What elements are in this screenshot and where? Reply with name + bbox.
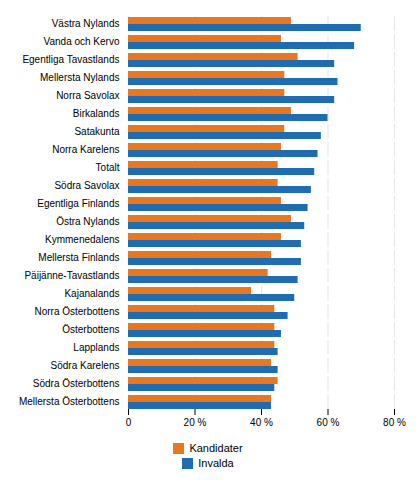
html-text:Kandidater: Kandidater xyxy=(189,442,243,454)
svg-text:80 %: 80 % xyxy=(383,417,406,428)
svg-text:Östra Nylands: Östra Nylands xyxy=(56,216,119,227)
svg-text:Västra Nylands: Västra Nylands xyxy=(52,18,120,29)
svg-text:Södra Karelens: Södra Karelens xyxy=(51,360,120,371)
svg-text:Norra Karelens: Norra Karelens xyxy=(52,144,119,155)
svg-text:0: 0 xyxy=(126,417,132,428)
svg-text:Södra Savolax: Södra Savolax xyxy=(54,180,119,191)
svg-text:Kymmenedalens: Kymmenedalens xyxy=(45,234,119,245)
svg-text:Birkalands: Birkalands xyxy=(73,108,120,119)
svg-text:Totalt: Totalt xyxy=(96,162,120,173)
svg-text:20 %: 20 % xyxy=(184,417,207,428)
svg-text:Mellersta Nylands: Mellersta Nylands xyxy=(40,72,119,83)
svg-text:Norra Österbottens: Norra Österbottens xyxy=(34,306,119,317)
svg-text:Egentliga Tavastlands: Egentliga Tavastlands xyxy=(22,54,119,65)
svg-text:Södra Österbottens: Södra Österbottens xyxy=(33,378,120,389)
svg-text:Mellersta Finlands: Mellersta Finlands xyxy=(38,252,119,263)
svg-text:Österbottens: Österbottens xyxy=(62,324,119,335)
svg-text:Mellersta Österbottens: Mellersta Österbottens xyxy=(19,396,120,407)
svg-text:Lapplands: Lapplands xyxy=(73,342,119,353)
svg-text:Päijänne-Tavastlands: Päijänne-Tavastlands xyxy=(24,270,119,281)
svg-text:Egentliga Finlands: Egentliga Finlands xyxy=(37,198,119,209)
svg-text:Norra Savolax: Norra Savolax xyxy=(56,90,119,101)
svg-text:Satakunta: Satakunta xyxy=(74,126,119,137)
html-text:Invalda: Invalda xyxy=(198,457,234,469)
svg-text:Vanda och Kervo: Vanda och Kervo xyxy=(44,36,120,47)
svg-text:Kajanalands: Kajanalands xyxy=(64,288,119,299)
svg-text:60 %: 60 % xyxy=(317,417,340,428)
svg-text:40 %: 40 % xyxy=(250,417,273,428)
